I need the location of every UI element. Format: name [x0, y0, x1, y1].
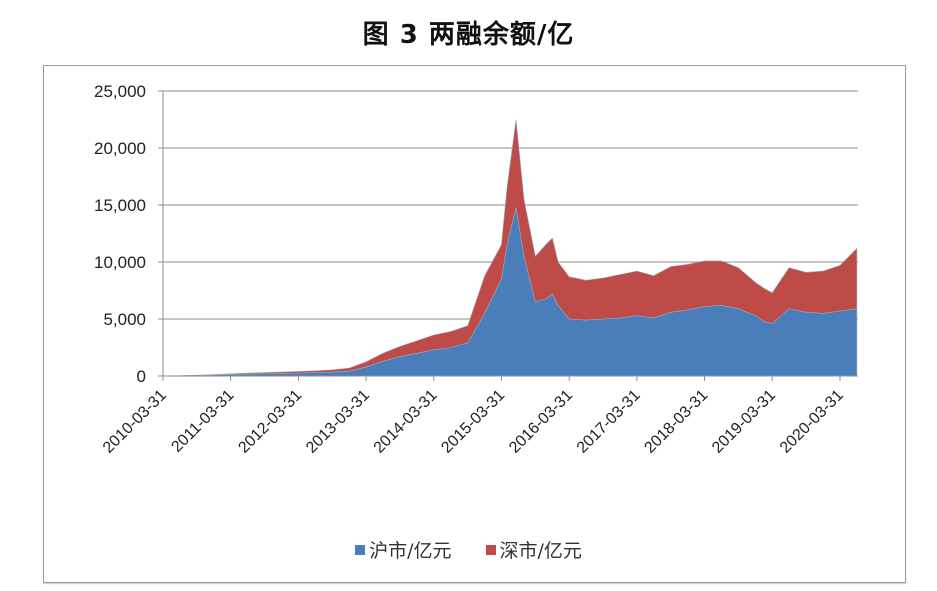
area-series [162, 119, 858, 377]
x-tick-label: 2010-03-31 [100, 387, 170, 457]
legend-swatch-sz [485, 544, 496, 555]
area-sz [162, 119, 858, 377]
x-tick-label: 2018-03-31 [641, 387, 711, 457]
x-tick-label: 2013-03-31 [303, 387, 373, 457]
chart-title: 图 3 两融余额/亿 [362, 20, 575, 50]
x-tick-label: 2014-03-31 [371, 387, 441, 457]
x-tick-label: 2016-03-31 [506, 387, 576, 457]
legend-swatch-sh [355, 544, 366, 555]
y-tick-label: 0 [137, 367, 146, 386]
y-tick-label: 25,000 [94, 82, 146, 101]
y-tick-label: 10,000 [94, 253, 146, 272]
y-tick-label: 5,000 [103, 310, 146, 329]
y-tick-label: 15,000 [94, 196, 146, 215]
x-tick-label: 2017-03-31 [574, 387, 644, 457]
legend-item-sz: 深市/亿元 [485, 536, 582, 563]
x-tick-label: 2011-03-31 [168, 387, 237, 456]
axes: 0 5,000 10,000 15,000 20,000 25,000 2010-03-31… [94, 82, 858, 457]
legend-label-sh: 沪市/亿元 [369, 540, 452, 562]
x-tick-label: 2012-03-31 [235, 387, 305, 457]
y-tick-label: 20,000 [94, 139, 146, 158]
x-tick-label: 2019-03-31 [709, 387, 779, 457]
legend-label-sz: 深市/亿元 [499, 540, 582, 562]
legend-item-sh: 沪市/亿元 [355, 536, 451, 563]
legend: 沪市/亿元 深市/亿元 [0, 536, 937, 563]
x-tick-label: 2015-03-31 [438, 387, 508, 457]
x-tick-label: 2020-03-31 [777, 387, 847, 457]
